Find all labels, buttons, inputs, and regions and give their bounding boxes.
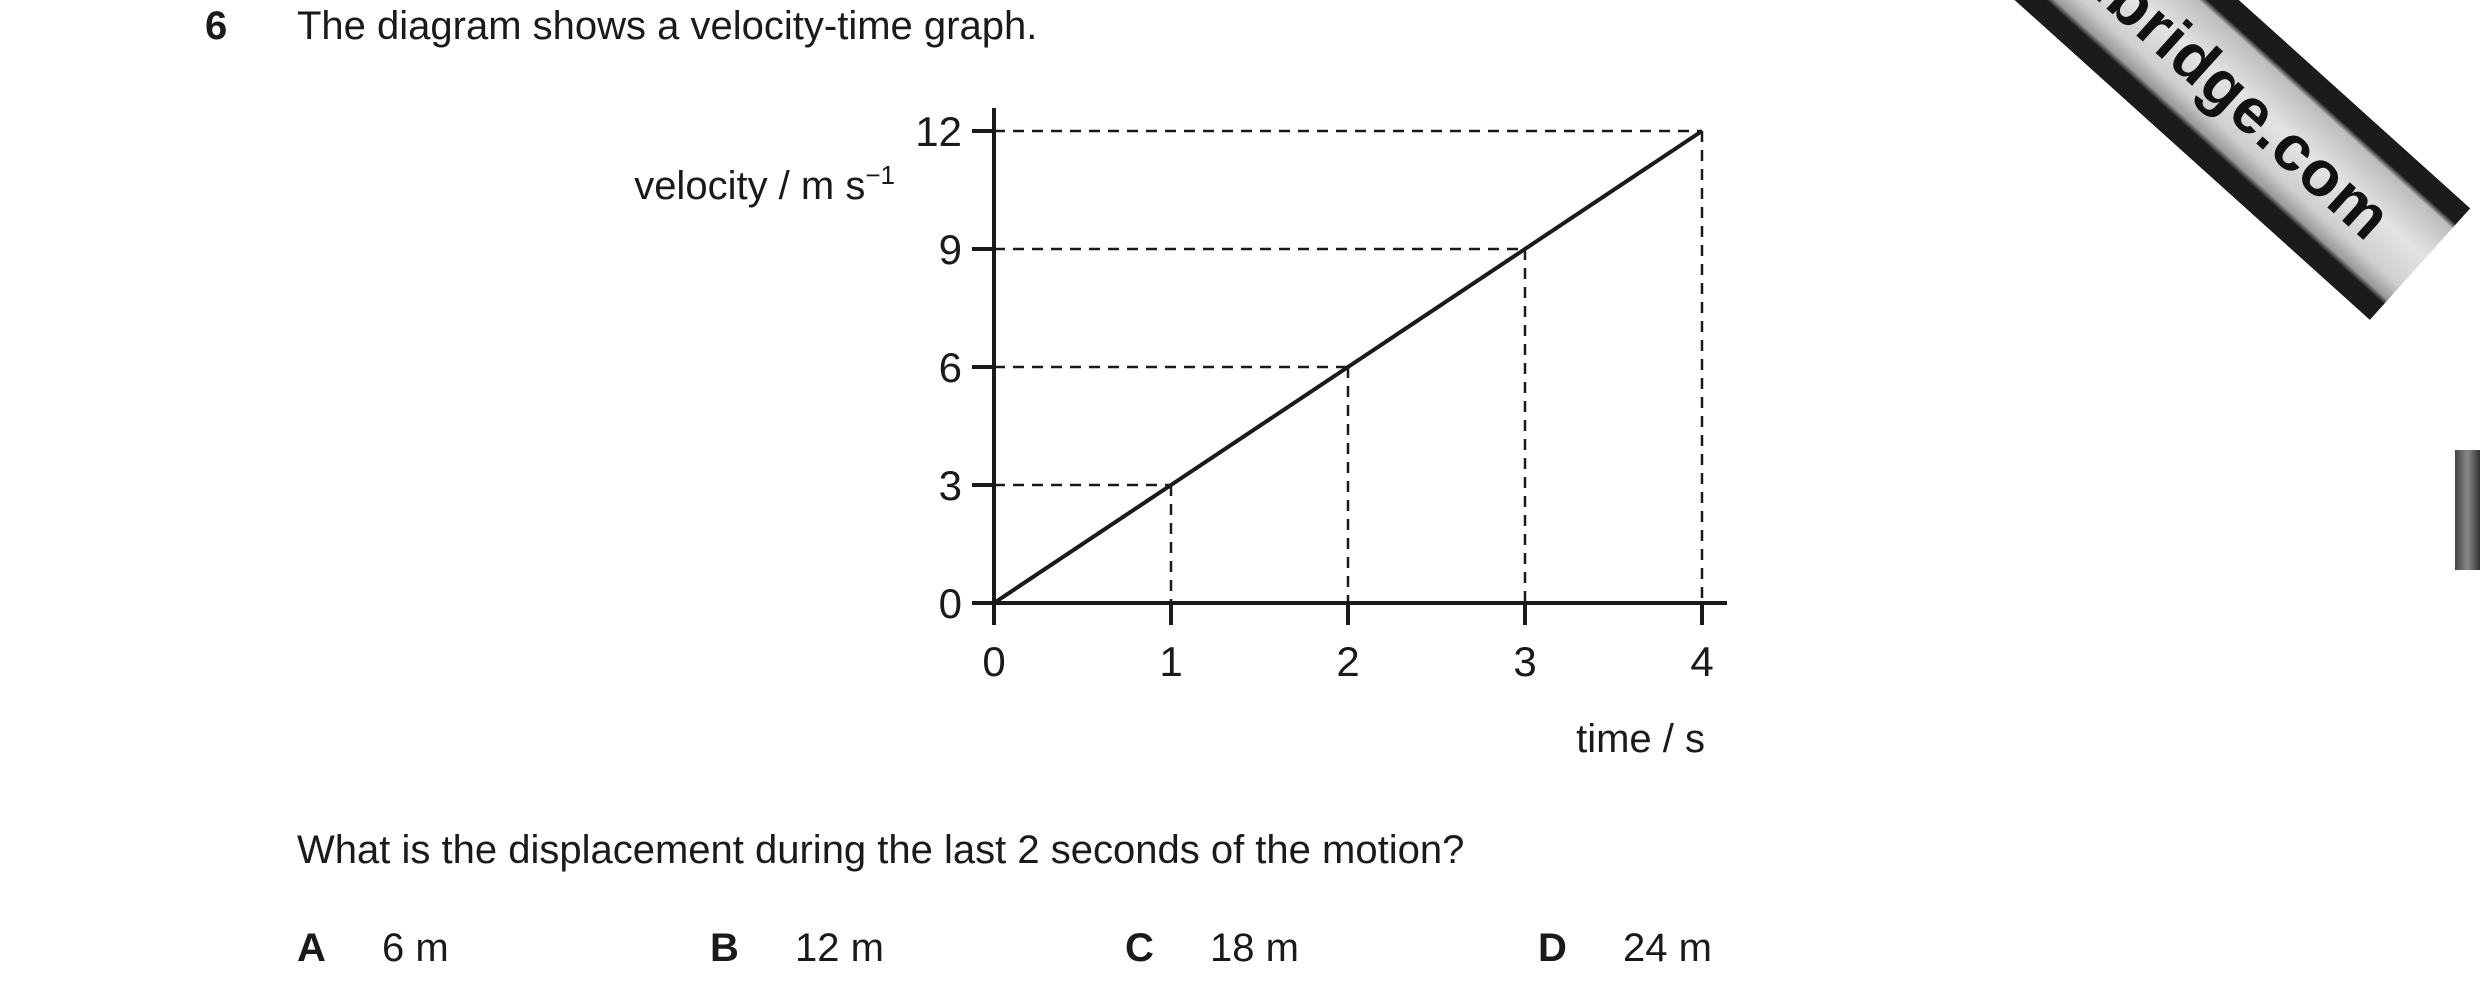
x-tick-label-1: 1 bbox=[1159, 638, 1182, 685]
chart-ticks bbox=[972, 129, 1704, 625]
question-number: 6 bbox=[205, 4, 228, 48]
chart-series bbox=[992, 129, 1704, 605]
chart-guide-lines bbox=[994, 129, 1704, 603]
question-prompt: What is the displacement during the last… bbox=[297, 828, 1465, 872]
option-a-value: 6 m bbox=[382, 926, 449, 970]
x-tick-label-4: 4 bbox=[1690, 638, 1713, 685]
y-tick-label-0: 0 bbox=[939, 580, 962, 627]
option-b-letter: B bbox=[710, 926, 739, 970]
y-tick-label-9: 9 bbox=[939, 226, 962, 273]
y-tick-label-12: 12 bbox=[915, 108, 962, 155]
y-tick-label-3: 3 bbox=[939, 462, 962, 509]
option-d-letter: D bbox=[1538, 926, 1567, 970]
option-c-value: 18 m bbox=[1210, 926, 1299, 970]
option-a-letter: A bbox=[297, 926, 326, 970]
option-d-value: 24 m bbox=[1623, 926, 1712, 970]
y-tick-label-6: 6 bbox=[939, 344, 962, 391]
chart-axes bbox=[992, 108, 1727, 605]
x-tick-label-2: 2 bbox=[1336, 638, 1359, 685]
x-axis-label: time / s bbox=[1576, 717, 1705, 761]
option-b-value: 12 m bbox=[795, 926, 884, 970]
x-tick-label-0: 0 bbox=[982, 638, 1005, 685]
series-line bbox=[992, 129, 1704, 605]
x-tick-label-3: 3 bbox=[1513, 638, 1536, 685]
watermark-banner-edge bbox=[2455, 450, 2480, 570]
y-axis-label: velocity / m s−1 bbox=[634, 160, 895, 208]
option-c-letter: C bbox=[1125, 926, 1154, 970]
question-intro: The diagram shows a velocity-time graph. bbox=[297, 4, 1038, 48]
